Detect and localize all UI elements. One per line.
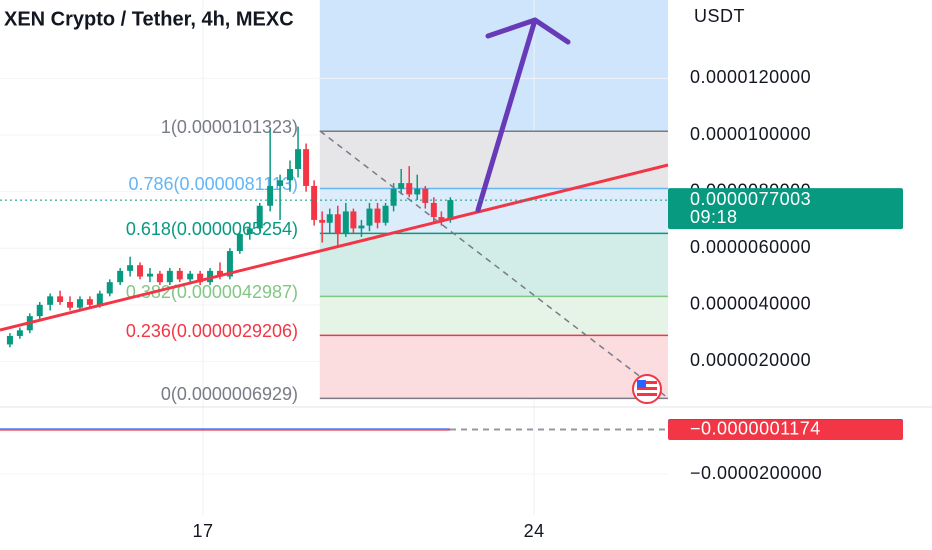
candle-body bbox=[326, 214, 333, 223]
candle-body bbox=[197, 273, 204, 283]
arrow-head bbox=[485, 17, 571, 45]
y2-tick-label: −0.0000200000 bbox=[690, 463, 822, 483]
fib-zone bbox=[319, 233, 668, 297]
candle-body bbox=[207, 270, 214, 283]
currency-label: USDT bbox=[694, 6, 745, 26]
candle-body bbox=[406, 183, 413, 195]
candle-body bbox=[414, 188, 421, 195]
candle-body bbox=[117, 270, 124, 283]
candle-body bbox=[36, 304, 43, 317]
candle-body bbox=[16, 330, 23, 336]
candle-body bbox=[76, 299, 83, 308]
candle-body bbox=[303, 149, 310, 186]
indicator-box bbox=[668, 419, 903, 440]
candle-body bbox=[277, 180, 284, 186]
candle-body bbox=[447, 200, 454, 220]
candle-body bbox=[374, 208, 381, 223]
drawings-front bbox=[0, 17, 669, 404]
countdown-label: 09:18 bbox=[690, 207, 738, 227]
candle-body bbox=[256, 205, 263, 229]
fib-trend-line bbox=[319, 130, 669, 399]
candle-body bbox=[226, 251, 233, 277]
y-tick-label: 0.0000120000 bbox=[690, 67, 811, 87]
candle-body bbox=[146, 273, 153, 277]
candle-body bbox=[430, 202, 437, 218]
candle-body bbox=[96, 293, 103, 305]
candle-body bbox=[287, 168, 294, 181]
fib-label: 0.786(0.0000081113) bbox=[129, 174, 298, 194]
candle-body bbox=[47, 296, 54, 305]
last-price-box bbox=[668, 188, 903, 230]
candle-body bbox=[334, 214, 341, 235]
chart-title: XEN Crypto / Tether, 4h, MEXC bbox=[4, 8, 294, 30]
candle-body bbox=[106, 282, 113, 294]
candle-body bbox=[267, 185, 274, 206]
y-tick-label: 0.0000040000 bbox=[690, 294, 811, 314]
candle-body bbox=[57, 296, 64, 302]
y-tick-label: 0.0000060000 bbox=[690, 237, 811, 257]
fib-zone bbox=[319, 335, 668, 399]
x-tick-label: 17 bbox=[192, 521, 213, 541]
fib-label: 0(0.0000006929) bbox=[161, 384, 298, 404]
candle-body bbox=[342, 211, 349, 235]
drawings-back bbox=[319, 0, 668, 132]
x-tick-label: 24 bbox=[524, 521, 545, 541]
trend-line bbox=[0, 163, 669, 332]
indicator-label: −0.0000001174 bbox=[690, 419, 821, 439]
y-tick-label: 0.0000020000 bbox=[690, 350, 811, 370]
arrow-shaft bbox=[475, 17, 538, 213]
candle-body bbox=[390, 188, 397, 206]
candle-body bbox=[295, 149, 302, 169]
candle-body bbox=[382, 205, 389, 223]
fib-label: 0.236(0.0000029206) bbox=[126, 321, 298, 341]
candle-body bbox=[176, 270, 183, 280]
candle-body bbox=[311, 185, 318, 220]
candle-body bbox=[137, 265, 144, 277]
candle-body bbox=[86, 299, 93, 305]
candle-body bbox=[166, 270, 173, 283]
candle-body bbox=[358, 225, 365, 229]
candle-body bbox=[438, 217, 445, 220]
candle-body bbox=[6, 335, 13, 345]
fib-label: 0.618(0.0000065254) bbox=[126, 219, 298, 239]
flag-icon bbox=[632, 374, 662, 404]
candle-body bbox=[422, 188, 429, 203]
target-zone bbox=[319, 0, 668, 132]
candle-body bbox=[187, 273, 194, 280]
candle-body bbox=[319, 219, 326, 223]
fib-zone bbox=[319, 296, 668, 336]
fib-label: 1(0.0000101323) bbox=[161, 117, 298, 137]
last-price-label: 0.0000077003 bbox=[690, 189, 811, 209]
candle-body bbox=[67, 301, 74, 308]
candle-body bbox=[366, 208, 373, 226]
y-tick-label: 0.0000100000 bbox=[690, 124, 811, 144]
candle-body bbox=[398, 183, 405, 189]
candle-body bbox=[216, 270, 223, 277]
candle-body bbox=[350, 211, 357, 229]
candle-body bbox=[127, 265, 134, 271]
candle-body bbox=[236, 234, 243, 252]
candle-body bbox=[246, 228, 253, 235]
candle-body bbox=[156, 273, 163, 283]
